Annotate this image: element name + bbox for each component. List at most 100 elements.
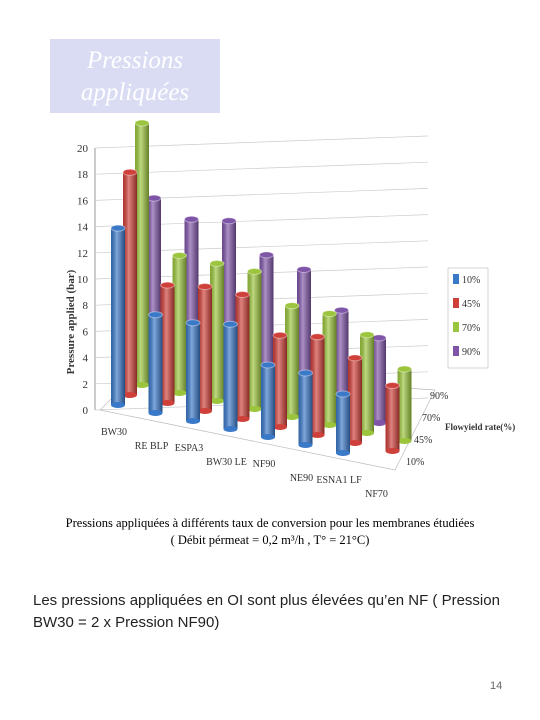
legend-label: 45% bbox=[462, 299, 480, 310]
bar-base bbox=[135, 382, 149, 388]
bar-shade bbox=[223, 324, 238, 429]
bar-top bbox=[359, 331, 375, 339]
legend-swatch bbox=[453, 298, 459, 308]
bar-base bbox=[336, 450, 350, 456]
bar-top bbox=[172, 251, 187, 259]
chart: 0 2 4 6 8 10 12 14 16 18 20 Pressure applied (bar) B… bbox=[65, 119, 515, 500]
bar-base bbox=[322, 422, 337, 428]
caption-line: ( Débit pérmeat = 0,2 m³/h , T° = 21°C) bbox=[170, 533, 370, 547]
bar-shade bbox=[123, 172, 137, 395]
bar-shade bbox=[261, 364, 275, 437]
bar-top bbox=[397, 365, 412, 373]
y-tick-label: 20 bbox=[77, 143, 89, 155]
bar-top bbox=[221, 217, 237, 225]
y-tick-label: 18 bbox=[77, 169, 89, 181]
legend-label: 90% bbox=[462, 347, 480, 358]
bar-base bbox=[310, 432, 325, 438]
z-tick-label: 70% bbox=[422, 413, 440, 424]
x-tick-label: NF90 bbox=[253, 459, 276, 470]
bar-shade bbox=[336, 394, 350, 453]
grid-line bbox=[94, 135, 429, 149]
y-tick-label: 12 bbox=[77, 248, 88, 260]
bar-shade bbox=[247, 271, 262, 409]
bar-top bbox=[209, 259, 225, 267]
bar-top bbox=[272, 331, 288, 339]
bar-base bbox=[397, 438, 412, 444]
bar-top bbox=[146, 194, 162, 202]
legend-swatch bbox=[453, 322, 459, 332]
bar-top bbox=[335, 390, 351, 398]
bar-top bbox=[284, 302, 300, 310]
z-axis-label: Flowyield rate(%) bbox=[445, 422, 515, 432]
y-tick-label: 0 bbox=[83, 405, 89, 417]
y-tick-label: 2 bbox=[83, 379, 89, 391]
body-text: Les pressions appliquées en OI sont plus… bbox=[33, 592, 500, 631]
bar-top bbox=[185, 319, 201, 327]
y-tick-label: 4 bbox=[83, 353, 89, 365]
bar-shade bbox=[360, 334, 374, 433]
bar-base bbox=[198, 408, 212, 414]
bar-base bbox=[172, 390, 187, 396]
bar-top bbox=[259, 251, 274, 259]
bar-shade bbox=[322, 313, 337, 425]
y-axis-label: Pressure applied (bar) bbox=[65, 269, 77, 374]
bar-shade bbox=[235, 294, 250, 419]
bar-shade bbox=[348, 357, 362, 443]
slide-title: Pressions appliquées bbox=[50, 39, 220, 113]
bar-top bbox=[310, 333, 325, 341]
bar-top bbox=[122, 168, 138, 176]
bar-base bbox=[360, 430, 374, 436]
bar-base bbox=[123, 392, 137, 398]
bar-top bbox=[296, 265, 312, 273]
bar-base bbox=[285, 414, 299, 420]
bar-top bbox=[247, 267, 262, 275]
bar-base bbox=[160, 400, 175, 406]
y-tick-label: 8 bbox=[83, 300, 89, 312]
grid-line bbox=[94, 161, 429, 175]
legend-label: 10% bbox=[462, 275, 480, 286]
bar-base bbox=[148, 410, 163, 416]
bar-shade bbox=[210, 263, 224, 401]
bar-shade bbox=[285, 305, 299, 417]
bar-shade bbox=[372, 337, 386, 423]
bar-shade bbox=[298, 372, 313, 445]
bar-top bbox=[197, 283, 213, 291]
legend-label: 70% bbox=[462, 323, 480, 334]
bar-top bbox=[347, 354, 363, 362]
bar-top bbox=[184, 215, 199, 223]
bar-top bbox=[385, 382, 400, 389]
bar-base bbox=[247, 406, 262, 412]
bar-top bbox=[334, 306, 349, 314]
bar-base bbox=[223, 426, 238, 432]
z-tick-label: 10% bbox=[406, 457, 424, 468]
bar-base bbox=[385, 448, 400, 454]
bar-shade bbox=[397, 368, 412, 441]
bar-shade bbox=[198, 286, 212, 411]
x-tick-label: NF70 bbox=[365, 489, 388, 500]
bar-top bbox=[110, 224, 126, 232]
y-tick-label: 16 bbox=[77, 195, 89, 207]
y-tick-label: 10 bbox=[77, 274, 89, 286]
bar-shade bbox=[148, 314, 163, 413]
page-number: 14 bbox=[490, 680, 503, 692]
z-tick-label: 90% bbox=[430, 391, 448, 402]
bar-top bbox=[298, 369, 313, 377]
bar-top bbox=[148, 311, 163, 319]
x-tick-label: ESPA3 bbox=[175, 443, 204, 454]
bar-shade bbox=[310, 336, 325, 435]
x-tick-label: BW30 LE bbox=[206, 457, 247, 468]
x-tick-label: RE BLP bbox=[135, 441, 169, 452]
bar-shade bbox=[135, 123, 149, 385]
bar-shade bbox=[186, 322, 200, 421]
legend-swatch bbox=[453, 274, 459, 284]
bar-base bbox=[273, 424, 287, 430]
y-tick-label: 6 bbox=[83, 326, 89, 338]
bar-base bbox=[372, 420, 386, 426]
bar-top bbox=[260, 361, 276, 369]
bar-top bbox=[223, 320, 238, 328]
bar-shade bbox=[273, 335, 287, 427]
bar-shade bbox=[160, 285, 175, 403]
bar-shade bbox=[385, 385, 400, 451]
bar-base bbox=[348, 440, 362, 446]
